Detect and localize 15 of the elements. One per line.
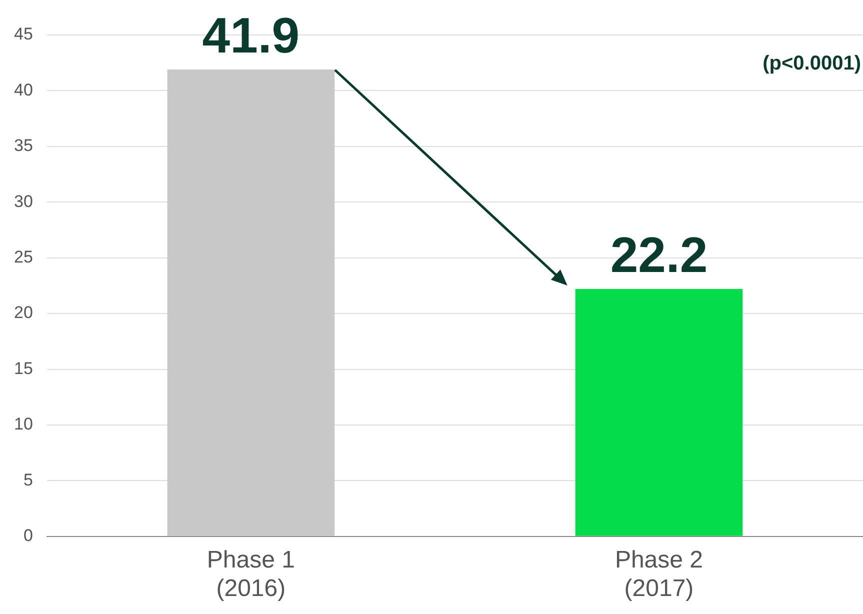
y-tick-label: 20 — [14, 303, 33, 322]
x-tick-label: Phase 1 (2016) — [206, 546, 295, 602]
y-tick-label: 45 — [14, 24, 33, 44]
data-label: 22.2 — [610, 226, 708, 283]
y-tick-label: 15 — [14, 358, 33, 378]
annotation: (p<0.0001) — [762, 52, 861, 75]
y-tick-label: 25 — [14, 248, 33, 267]
y-tick-label: 5 — [23, 470, 33, 490]
x-tick-label: Phase 2 (2017) — [614, 546, 704, 602]
y-tick-label: 40 — [14, 80, 33, 100]
y-tick-label: 30 — [14, 192, 33, 211]
data-label: 41.9 — [202, 7, 300, 64]
y-tick-label: 0 — [23, 526, 33, 546]
y-tick-label: 10 — [14, 414, 33, 434]
y-tick-label: 35 — [14, 136, 33, 156]
